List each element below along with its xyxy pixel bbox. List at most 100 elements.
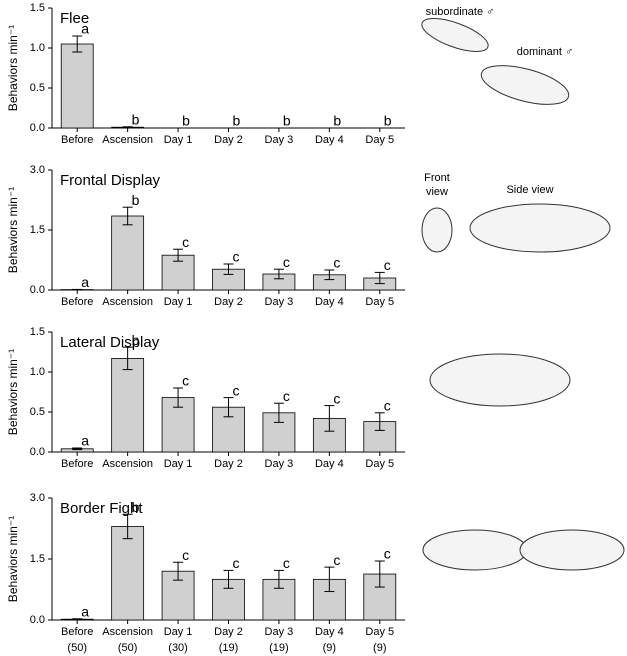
significance-letter: c [333,255,340,271]
significance-letter: c [233,382,240,398]
x-tick-label: Ascension [102,134,153,146]
x-tick-label: Day 3 [265,134,294,146]
illustration-label: subordinate ♂ [426,6,495,18]
sample-size: (50) [67,642,87,654]
y-tick-label: 0.0 [30,446,45,458]
bar [161,570,195,621]
sample-size: (9) [323,642,336,654]
significance-letter: b [132,499,140,515]
significance-letter: b [182,113,190,129]
significance-letter: c [333,552,340,568]
fish-drawing [469,203,611,253]
y-tick-label: 0.0 [30,284,45,296]
significance-letter: c [283,254,290,270]
significance-letter: c [333,390,340,406]
x-tick-label: Ascension [102,626,153,638]
x-tick-label: Day 3 [265,626,294,638]
significance-letter: c [384,546,391,562]
x-tick-label: Day 2 [214,626,243,638]
significance-letter: c [182,373,189,389]
panel-title: Frontal Display [60,172,161,189]
illustrations [421,18,625,571]
sample-size: (19) [269,642,289,654]
x-tick-label: Day 1 [164,296,193,308]
significance-letter: b [132,192,140,208]
x-tick-label: Day 2 [214,296,243,308]
y-tick-label: 0.5 [30,406,45,418]
y-tick-label: 0.0 [30,122,45,134]
significance-letter: c [233,249,240,265]
sample-size: (19) [219,642,239,654]
y-tick-label: 1.5 [30,553,45,565]
x-tick-label: Day 1 [164,626,193,638]
x-tick-label: Day 5 [365,626,394,638]
significance-letter: c [233,555,240,571]
significance-letter: a [81,274,89,290]
y-tick-label: 3.0 [30,164,45,176]
y-axis-label: Behaviors min⁻¹ [6,25,20,111]
significance-letter: a [81,433,89,449]
bar [111,357,145,453]
fish-drawing [422,529,528,571]
x-tick-label: Day 1 [164,458,193,470]
significance-letter: c [384,398,391,414]
significance-letter: b [333,113,341,129]
x-tick-label: Before [61,458,93,470]
significance-letter: c [283,555,290,571]
bar [312,417,346,453]
x-tick-label: Ascension [102,296,153,308]
significance-letter: b [233,113,241,129]
fish-drawing [519,529,625,571]
x-tick-label: Before [61,626,93,638]
significance-letter: b [132,112,140,128]
x-tick-label: Day 3 [265,458,294,470]
significance-letter: c [182,547,189,563]
x-tick-label: Day 5 [365,296,394,308]
y-tick-label: 1.5 [30,2,45,14]
x-tick-label: Day 1 [164,134,193,146]
fish-drawing [421,18,489,52]
y-tick-label: 0.5 [30,82,45,94]
x-tick-label: Day 4 [315,458,344,470]
x-tick-label: Day 4 [315,296,344,308]
x-tick-label: Day 2 [214,134,243,146]
significance-letter: c [283,388,290,404]
panel-title: Lateral Display [60,334,160,351]
illustration-label: Side view [506,184,553,196]
y-axis-label: Behaviors min⁻¹ [6,349,20,435]
y-tick-label: 1.0 [30,366,45,378]
y-tick-label: 3.0 [30,492,45,504]
x-tick-label: Before [61,296,93,308]
y-tick-label: 0.0 [30,614,45,626]
x-tick-label: Day 2 [214,458,243,470]
y-tick-label: 1.5 [30,224,45,236]
y-axis-label: Behaviors min⁻¹ [6,516,20,602]
x-tick-label: Day 4 [315,134,344,146]
fish-drawing [429,353,571,407]
x-tick-label: Day 3 [265,296,294,308]
fish-drawing [421,207,453,253]
significance-letter: c [384,257,391,273]
illustration-label: Front view [424,172,450,198]
x-tick-label: Day 5 [365,458,394,470]
significance-letter: b [384,113,392,129]
fish-drawing [480,65,570,105]
significance-letter: a [81,603,89,619]
sample-size: (9) [373,642,386,654]
x-tick-label: Day 5 [365,134,394,146]
y-axis-label: Behaviors min⁻¹ [6,187,20,273]
significance-letter: b [132,332,140,348]
y-tick-label: 1.0 [30,42,45,54]
y-tick-label: 1.5 [30,326,45,338]
bar [111,215,145,291]
x-tick-label: Before [61,134,93,146]
sample-size: (50) [118,642,138,654]
illustration-label: dominant ♂ [517,46,574,58]
significance-letter: c [182,234,189,250]
x-tick-label: Day 4 [315,626,344,638]
significance-letter: b [283,113,291,129]
sample-size: (30) [168,642,188,654]
panel-title: Border Fight [60,500,143,517]
bar [111,526,145,621]
